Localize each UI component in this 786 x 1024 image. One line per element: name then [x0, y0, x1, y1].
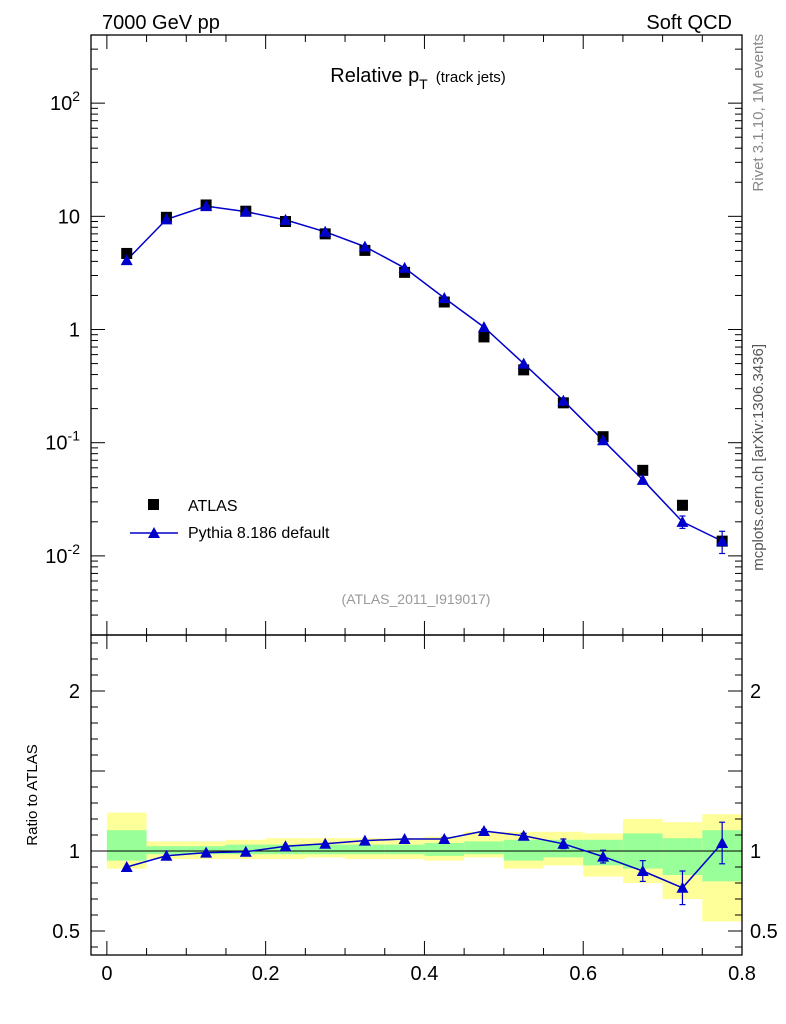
ratio-inner-band: [424, 843, 465, 856]
main-panel-marks: [120, 199, 729, 555]
ratio-panel-y-tick-labels: 0.5 0.5 1 1 2 2: [52, 681, 778, 943]
ratio-point: [716, 837, 729, 848]
mcplots-label: mcplots.cern.ch [arXiv:1306.3436]: [750, 344, 767, 571]
y-tick-label-base: 10: [58, 206, 80, 228]
ratio-point: [200, 846, 213, 858]
y-tick-label-exponent: -2: [68, 541, 81, 557]
atlas-point: [676, 499, 688, 511]
ratio-point: [160, 849, 173, 861]
pythia-point: [477, 321, 490, 333]
atlas-point: [121, 247, 133, 259]
y-tick-label: 10: [58, 206, 80, 228]
y-tick-label: 10-1: [45, 428, 80, 455]
ratio-inner-band: [662, 838, 703, 875]
x-tick-label: 0.4: [411, 963, 439, 985]
ratio-y-tick-label-right: 2: [750, 681, 761, 703]
legend: ATLAS Pythia 8.186 default: [130, 498, 330, 542]
ratio-inner-band: [464, 841, 504, 855]
ratio-inner-band: [384, 844, 425, 855]
y-tick-label-exponent: -1: [68, 428, 81, 444]
pythia-point: [597, 434, 610, 446]
ratio-inner-band: [106, 830, 147, 861]
ratio-line: [126, 830, 723, 889]
atlas-point: [637, 464, 649, 476]
x-tick-label: 0: [101, 963, 112, 985]
ratio-point: [438, 833, 451, 844]
plot-title: Relative pT (track jets): [330, 65, 506, 92]
ratio-point: [279, 840, 292, 852]
plot-title-extra: (track jets): [436, 69, 506, 86]
y-tick-label-base: 10: [45, 433, 67, 455]
pythia-point: [716, 535, 729, 547]
y-tick-label: 10-2: [45, 541, 80, 568]
ratio-inner-band: [345, 844, 385, 855]
y-tick-label-base: 1: [69, 320, 80, 342]
pythia-point: [557, 394, 570, 406]
ratio-point: [120, 861, 133, 872]
legend-pythia-label: Pythia 8.186 default: [188, 525, 330, 542]
pythia-point: [200, 200, 213, 212]
plot-title-main: Relative p: [330, 65, 419, 87]
legend-pythia-marker: [148, 527, 160, 538]
ratio-point: [358, 834, 371, 846]
pythia-point: [160, 213, 173, 225]
pythia-point: [676, 515, 689, 527]
header-category: Soft QCD: [646, 12, 732, 34]
ratio-uncertainty-bands: [106, 812, 742, 922]
ratio-inner-band: [305, 844, 346, 855]
ratio-point: [597, 850, 610, 862]
pythia-point: [279, 213, 292, 225]
ratio-point: [557, 837, 570, 849]
header-energy: 7000 GeV pp: [102, 12, 220, 34]
ratio-panel-ticks: [91, 635, 743, 955]
ratio-panel-frame: [90, 634, 743, 956]
pythia-point: [636, 473, 649, 485]
rivet-version-label: Rivet 3.1.10, 1M events: [750, 34, 767, 192]
ratio-point: [319, 837, 332, 849]
plot-title-sub: T: [419, 76, 428, 92]
pythia-point: [239, 205, 252, 217]
y-tick-label: 1: [69, 320, 80, 342]
ratio-point: [398, 833, 411, 844]
ratio-y-tick-label-right: 1: [750, 841, 761, 863]
legend-atlas-label: ATLAS: [188, 498, 238, 515]
x-tick-label: 0.8: [728, 963, 756, 985]
pythia-point: [438, 291, 451, 303]
ratio-panel-marks: [120, 821, 729, 906]
ratio-y-tick-label: 1: [69, 841, 80, 863]
x-axis-tick-labels: 0 0.2 0.4 0.6 0.8: [101, 963, 756, 985]
x-tick-label: 0.2: [252, 963, 280, 985]
ratio-y-axis-label: Ratio to ATLAS: [24, 744, 41, 845]
ratio-y-tick-label-right: 0.5: [750, 921, 778, 943]
y-tick-label: 102: [50, 88, 80, 115]
y-tick-label-exponent: 2: [72, 88, 80, 104]
ratio-point: [477, 825, 490, 836]
pythia-point: [358, 240, 371, 252]
main-panel-ticks: [91, 34, 743, 636]
pythia-line: [126, 205, 723, 542]
ratio-point: [239, 845, 252, 857]
ratio-y-tick-label: 0.5: [52, 921, 80, 943]
x-tick-label: 0.6: [569, 963, 597, 985]
ratio-y-tick-label: 2: [69, 681, 80, 703]
pythia-point: [120, 254, 133, 266]
ratio-point: [517, 829, 530, 841]
pythia-point: [319, 225, 332, 237]
pythia-point: [398, 261, 411, 273]
ratio-panel: 0.5 0.5 1 1 2 2 0 0.2 0.4 0.6 0.8 Ratio to ATLAS: [24, 634, 778, 985]
ratio-inner-band: [503, 839, 544, 861]
analysis-id: (ATLAS_2011_I919017): [342, 591, 491, 607]
atlas-point: [518, 364, 530, 376]
atlas-point: [478, 331, 490, 343]
y-tick-label-base: 10: [50, 93, 72, 115]
ratio-point: [636, 865, 649, 876]
main-panel-frame: [90, 34, 743, 636]
legend-atlas-marker: [148, 499, 159, 510]
y-tick-label-base: 10: [45, 546, 67, 568]
ratio-point: [676, 881, 689, 893]
pythia-point: [517, 357, 530, 369]
